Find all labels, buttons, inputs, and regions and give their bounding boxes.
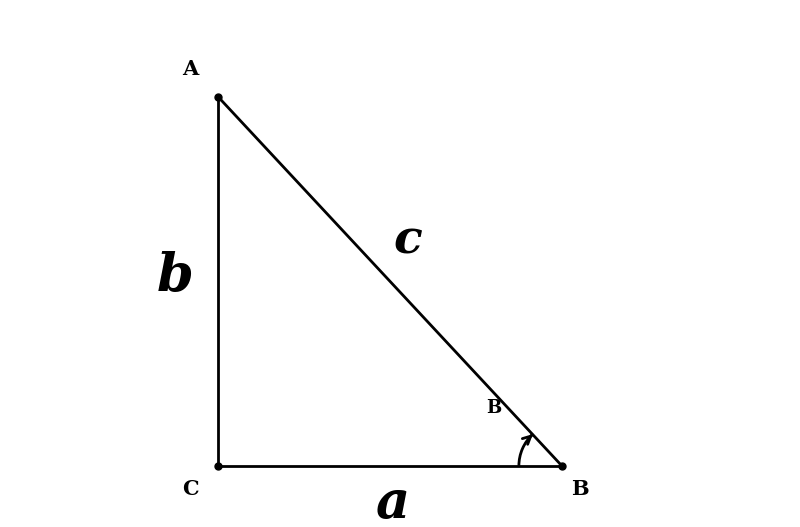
Text: b: b	[157, 251, 194, 301]
Text: C: C	[182, 479, 198, 499]
Text: A: A	[182, 58, 198, 79]
Text: a: a	[375, 479, 410, 527]
Text: c: c	[394, 218, 422, 264]
Text: B: B	[486, 399, 502, 417]
Text: B: B	[570, 479, 589, 499]
